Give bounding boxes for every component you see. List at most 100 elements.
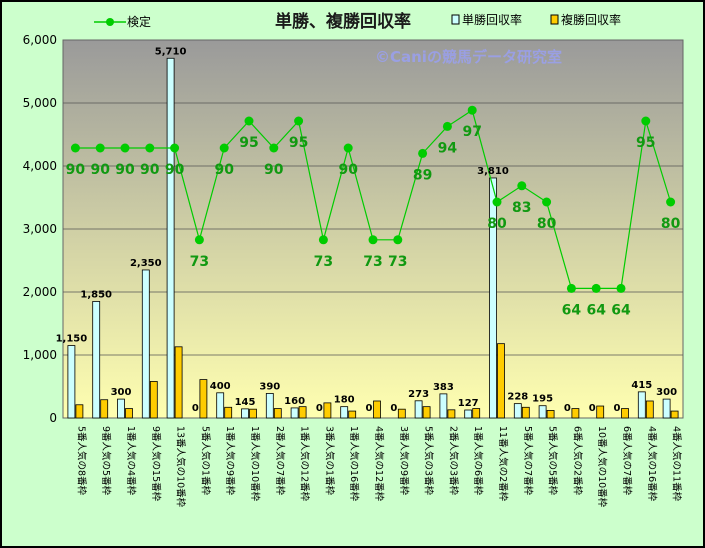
bar-fukusho: [422, 406, 431, 419]
line-value-label: 73: [314, 254, 333, 270]
bar-value-label: 400: [210, 381, 231, 392]
bar-fukusho: [546, 410, 555, 419]
bar-fukusho: [149, 381, 158, 419]
bar-fukusho: [199, 379, 208, 419]
bar-fukusho: [273, 408, 282, 419]
line-value-label: 90: [165, 162, 185, 178]
line-point: [542, 197, 552, 207]
x-tick-label: 1番人気の9番枠: [224, 426, 236, 496]
line-value-label: 90: [90, 162, 110, 178]
watermark: ©Caniの競馬データ研究室: [375, 48, 562, 66]
line-point: [566, 283, 576, 293]
line-value-label: 80: [487, 216, 507, 232]
line-point: [318, 235, 328, 245]
bar-fukusho: [323, 402, 332, 419]
y-tick-label: 4,000: [23, 159, 57, 173]
x-tick-label: 1番人気の16番枠: [348, 426, 360, 502]
bar-value-label: 228: [507, 392, 528, 403]
x-tick-label: 2番人気の3番枠: [447, 426, 459, 496]
bar-tansho: [439, 393, 448, 419]
bar-value-label: 180: [334, 395, 355, 406]
line-value-label: 64: [586, 302, 606, 318]
line-point: [70, 143, 80, 153]
line-point: [591, 283, 601, 293]
y-tick-label: 0: [49, 411, 57, 425]
bar-tansho: [513, 403, 522, 419]
x-tick-label: 4番人気の12番枠: [373, 426, 385, 502]
bar-value-label: 3,810: [477, 166, 509, 177]
bar-fukusho: [125, 408, 133, 419]
bar-fukusho: [621, 408, 629, 419]
x-tick-label: 10番人気の10番枠: [596, 426, 608, 508]
bar-tansho: [340, 406, 349, 419]
x-tick-label: 4番人気の11番枠: [671, 426, 683, 502]
bar-fukusho: [224, 406, 233, 419]
bar-value-label: 0: [589, 403, 596, 414]
bar-fukusho: [447, 409, 456, 419]
bar-value-label: 5,710: [155, 46, 187, 57]
legend-label-kentei: 検定: [127, 14, 151, 29]
bar-value-label: 390: [259, 381, 280, 392]
bar-value-label: 145: [235, 397, 256, 408]
line-value-label: 73: [388, 254, 407, 270]
line-value-label: 95: [289, 135, 308, 151]
bar-tansho: [241, 408, 249, 419]
x-tick-label: 9番人気の5番枠: [100, 426, 112, 496]
bar-tansho: [464, 409, 473, 419]
bar-value-label: 127: [458, 398, 479, 409]
x-tick-label: 1番人気の10番枠: [249, 426, 261, 502]
y-tick-label: 1,000: [23, 348, 57, 362]
x-tick-label: 5番人気の3番枠: [423, 426, 435, 496]
bar-value-label: 2,350: [130, 258, 162, 269]
bar-tansho: [141, 269, 150, 419]
line-point: [418, 148, 428, 158]
line-point: [517, 181, 527, 191]
legend-marker-swatch: [106, 18, 114, 26]
x-tick-label: 11番人気の2番枠: [497, 426, 509, 502]
bar-tansho: [290, 407, 299, 419]
line-point: [269, 143, 279, 153]
bar-fukusho: [174, 346, 183, 419]
bar-value-label: 195: [532, 394, 553, 405]
line-value-label: 64: [562, 302, 582, 318]
y-tick-label: 5,000: [23, 96, 57, 110]
bar-value-label: 415: [631, 380, 652, 391]
x-tick-label: 5番人気の5番枠: [547, 426, 559, 496]
line-value-label: 89: [413, 167, 432, 183]
bar-fukusho: [75, 404, 84, 419]
bar-value-label: 273: [408, 389, 429, 400]
x-tick-label: 1番人気の12番枠: [299, 426, 311, 502]
bar-fukusho: [348, 410, 357, 419]
line-value-label: 90: [66, 162, 86, 178]
legend-label-fukusho: 複勝回収率: [561, 12, 621, 27]
line-point: [666, 197, 676, 207]
x-tick-label: 9番人気の15番枠: [150, 426, 162, 502]
line-value-label: 73: [190, 254, 209, 270]
x-tick-label: 13番人気の10番枠: [175, 426, 187, 508]
line-value-label: 83: [512, 200, 531, 216]
x-tick-label: 6番人気の7番枠: [621, 426, 633, 496]
line-value-label: 94: [438, 140, 458, 156]
line-point: [368, 235, 378, 245]
line-value-label: 90: [264, 162, 284, 178]
line-point: [219, 143, 229, 153]
bar-tansho: [92, 301, 101, 419]
line-point: [492, 197, 502, 207]
chart-title: 単勝、複勝回収率: [275, 11, 411, 32]
legend: 検定 単勝回収率 複勝回収率: [94, 12, 621, 29]
axis-layer: 0 1,000 2,000 3,000 4,000 5,000 6,000 5番人気の8番枠 9…: [23, 33, 683, 508]
bar-value-label: 383: [433, 382, 454, 393]
line-point: [120, 143, 130, 153]
bar-value-label: 0: [614, 403, 621, 414]
x-tick-label: 2番人気の7番枠: [274, 426, 286, 496]
bar-tansho: [662, 398, 671, 419]
bar-value-label: 160: [284, 396, 305, 407]
x-tick-label: 5番人気の1番枠: [199, 426, 211, 496]
bar-layer: [67, 57, 679, 419]
x-tick-label: 1番人気の6番枠: [472, 426, 484, 496]
bar-tansho: [538, 405, 547, 419]
line-point: [343, 143, 353, 153]
bar-tansho: [489, 177, 497, 419]
